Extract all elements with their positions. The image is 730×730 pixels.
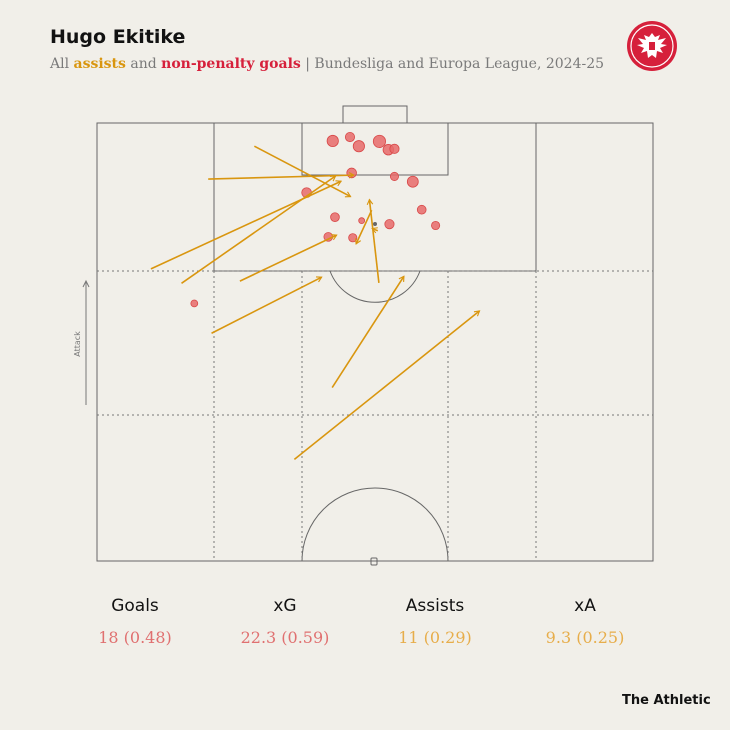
- goal-marker: [344, 131, 356, 143]
- club-crest-icon: [627, 21, 677, 71]
- assist-arrow: [253, 145, 352, 198]
- goal-marker: [372, 134, 386, 148]
- center-circle: [301, 487, 449, 562]
- stat-assists: Assists 11 (0.29): [360, 596, 510, 647]
- subtitle-and: and: [125, 56, 162, 72]
- stat-xa: xA 9.3 (0.25): [510, 596, 660, 647]
- assist-arrow: [293, 310, 481, 461]
- assist-arrow: [355, 209, 373, 245]
- brand-logo: The Athletic: [622, 693, 711, 708]
- arrow-up-head: [82, 279, 90, 288]
- goal-marker: [346, 167, 357, 179]
- chart-title: Hugo Ekitike: [50, 26, 186, 48]
- assist-arrow: [331, 275, 405, 388]
- assists-layer: [150, 145, 481, 461]
- goal-marker: [406, 175, 419, 188]
- six-yard-box: [301, 122, 449, 176]
- pitch-lines: [96, 105, 654, 566]
- stat-value: 22.3 (0.59): [240, 628, 330, 647]
- goal-frame: [342, 105, 408, 124]
- assist-arrow: [150, 180, 343, 270]
- goal-marker: [190, 299, 199, 308]
- goal-marker: [389, 171, 399, 181]
- zone-grid: [97, 270, 653, 561]
- stat-label: xA: [574, 596, 596, 616]
- goal-marker: [348, 233, 358, 243]
- penalty-arc: [329, 270, 421, 303]
- subtitle-suffix: | Bundesliga and Europa League, 2024-25: [300, 56, 605, 72]
- attack-indicator: Attack: [73, 279, 90, 405]
- subtitle-goals: non-penalty goals: [161, 56, 301, 72]
- pitch-outline: [96, 122, 654, 562]
- goal-marker: [352, 140, 365, 153]
- stat-value: 11 (0.29): [398, 628, 472, 647]
- stat-label: Goals: [111, 596, 159, 616]
- goal-marker: [358, 217, 366, 225]
- assist-arrow: [366, 198, 380, 283]
- assist-arrow: [208, 171, 356, 180]
- goal-marker: [416, 204, 427, 215]
- pitch-chart: Attack: [73, 105, 654, 566]
- goal-marker: [326, 134, 339, 148]
- attack-label: Attack: [73, 331, 82, 357]
- penalty-spot: [373, 222, 377, 226]
- stat-xg: xG 22.3 (0.59): [210, 596, 360, 647]
- assist-arrow: [211, 276, 323, 334]
- goal-marker: [431, 220, 441, 231]
- stat-label: Assists: [405, 596, 465, 616]
- assist-arrow: [181, 175, 337, 284]
- assist-arrow: [371, 227, 379, 234]
- chart-subtitle: All assists and non-penalty goals | Bund…: [50, 56, 604, 72]
- assist-arrow: [239, 234, 338, 282]
- stat-value: 9.3 (0.25): [545, 628, 625, 647]
- stats-row: Goals 18 (0.48) xG 22.3 (0.59) Assists 1…: [60, 596, 692, 647]
- stat-goals: Goals 18 (0.48): [60, 596, 210, 647]
- center-spot: [370, 557, 378, 566]
- stat-value: 18 (0.48): [98, 628, 172, 647]
- subtitle-prefix: All: [50, 56, 74, 72]
- goal-marker: [384, 219, 395, 230]
- goal-marker: [389, 143, 400, 154]
- stat-label: xG: [273, 596, 297, 616]
- subtitle-assists: assists: [73, 56, 126, 72]
- goal-marker: [330, 212, 340, 222]
